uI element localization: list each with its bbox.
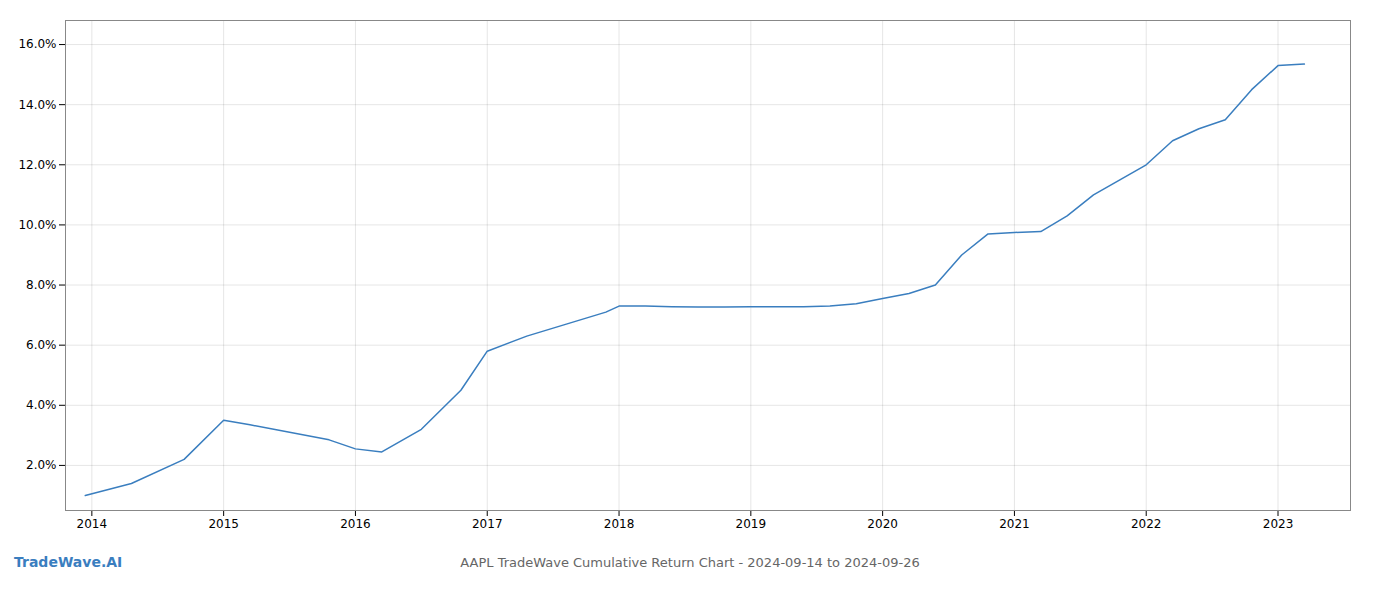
svg-text:2023: 2023: [1263, 517, 1294, 531]
svg-text:2017: 2017: [472, 517, 503, 531]
svg-text:6.0%: 6.0%: [26, 338, 57, 352]
svg-text:2018: 2018: [604, 517, 635, 531]
svg-text:2020: 2020: [867, 517, 898, 531]
svg-text:2016: 2016: [340, 517, 371, 531]
svg-text:2.0%: 2.0%: [26, 458, 57, 472]
svg-text:2021: 2021: [999, 517, 1030, 531]
svg-text:12.0%: 12.0%: [18, 158, 56, 172]
html-text:AAPL TradeWave Cumulative Retu: AAPL TradeWave Cumulative Return Chart -…: [460, 555, 920, 570]
svg-text:16.0%: 16.0%: [18, 37, 56, 51]
svg-text:14.0%: 14.0%: [18, 98, 56, 112]
html-text:TradeWave.AI: TradeWave.AI: [14, 554, 123, 570]
svg-text:2022: 2022: [1131, 517, 1162, 531]
svg-text:10.0%: 10.0%: [18, 218, 56, 232]
svg-text:8.0%: 8.0%: [26, 278, 57, 292]
svg-text:2015: 2015: [208, 517, 239, 531]
svg-text:4.0%: 4.0%: [26, 398, 57, 412]
svg-text:2019: 2019: [736, 517, 767, 531]
svg-text:2014: 2014: [77, 517, 108, 531]
